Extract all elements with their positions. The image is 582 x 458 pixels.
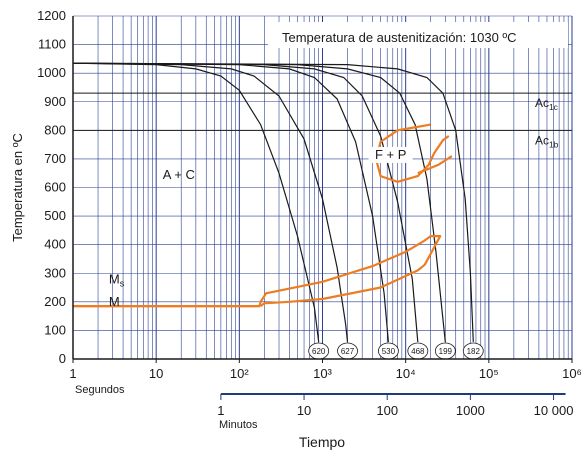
grid [72, 15, 573, 360]
x-tick-label: 10⁴ [396, 366, 416, 381]
minutes-tick-label: 10 000 [534, 403, 574, 418]
hardness-label: 620 [312, 347, 326, 356]
y-tick-label: 0 [59, 351, 66, 366]
y-tick-label: 1100 [38, 37, 66, 52]
y-tick-label: 400 [44, 237, 66, 252]
minutes-axis-unit-label: Minutos [219, 419, 258, 431]
y-tick-label: 300 [44, 265, 66, 280]
ac-label: Ac1c [535, 96, 558, 112]
ac-label: Ac1b [535, 133, 559, 149]
cooling-curve [72, 62, 446, 342]
x-axis-unit-label: Segundos [75, 384, 125, 396]
cooling-curves: 620 627 530 468 199 182 [72, 62, 484, 360]
reference-lines: Ac1c Ac1b [73, 92, 572, 149]
y-tick-label: 1000 [37, 65, 66, 80]
region-label: F + P [375, 147, 406, 162]
cooling-curve [72, 62, 389, 342]
y-tick-label: 200 [44, 294, 66, 309]
transformation-boundary [374, 123, 450, 183]
austenitization-note: Temperatura de austenitización: 1030 ºC [282, 30, 517, 45]
hardness-label: 468 [411, 347, 425, 356]
hardness-label: 627 [341, 347, 355, 356]
note-box [268, 22, 568, 48]
x-tick-label: 10⁶ [562, 366, 582, 381]
y-tick-label: 1200 [37, 8, 66, 23]
y-tick-label: 100 [44, 322, 66, 337]
x-tick-label: 1 [69, 366, 76, 381]
hardness-label: 182 [467, 347, 481, 356]
hardness-label: 530 [382, 347, 396, 356]
x-tick-label: 10³ [313, 366, 332, 381]
region-label-bg [368, 146, 413, 163]
region-label: A + C [163, 167, 195, 182]
x-axis-title: Tiempo [299, 434, 345, 450]
cooling-curve [72, 62, 419, 342]
x-tick-label: 10⁵ [479, 366, 499, 381]
region-label: M [109, 294, 120, 309]
region-label: Ms [109, 271, 125, 288]
transformation-boundary [73, 235, 442, 308]
y-tick-label: 600 [44, 180, 66, 195]
x-tick-label: 10 [149, 366, 163, 381]
cooling-curve [72, 62, 474, 342]
minutes-tick-label: 10 [297, 403, 311, 418]
x-tick-label: 10² [230, 366, 249, 381]
cooling-curve [72, 62, 320, 342]
axes: 0100200300400500600700800900100011001200… [10, 8, 582, 450]
hardness-label: 199 [439, 347, 453, 356]
y-tick-label: 700 [44, 151, 66, 166]
y-tick-label: 900 [44, 94, 66, 109]
y-tick-label: 500 [44, 208, 66, 223]
minutes-tick-label: 1 [217, 403, 224, 418]
labels: Temperatura de austenitización: 1030 ºC A… [109, 22, 568, 309]
y-tick-label: 800 [44, 122, 66, 137]
transformation-zones [73, 123, 453, 308]
minutes-tick-label: 100 [376, 403, 398, 418]
transformation-boundary [417, 155, 453, 175]
y-axis-label: Temperatura en ºC [10, 133, 25, 242]
minutes-tick-label: 1000 [456, 403, 485, 418]
